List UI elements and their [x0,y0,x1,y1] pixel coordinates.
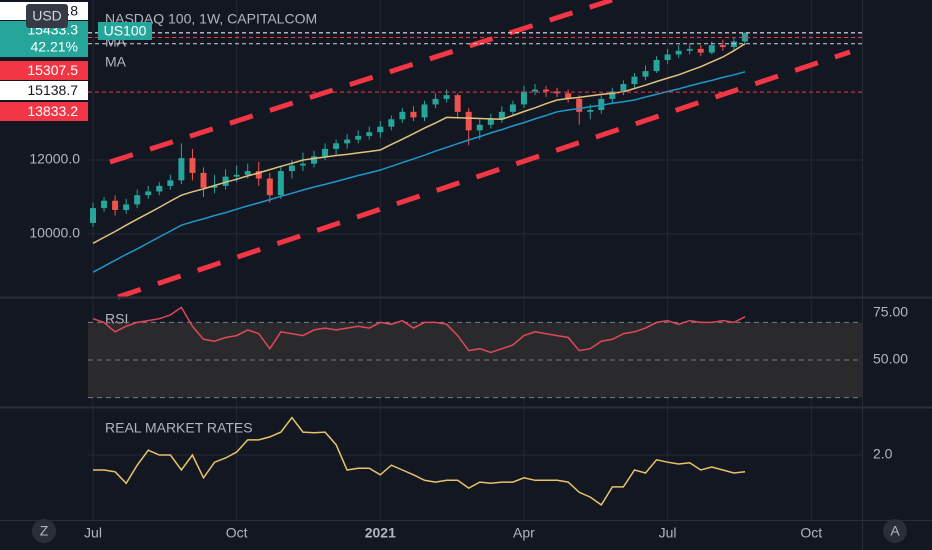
symbol-badge-box [98,22,152,40]
hline-price-tag-box [0,61,88,80]
currency-label: USD [32,8,62,24]
x-tick-label: Jul [84,525,102,541]
zoom-button-label[interactable]: Z [40,523,49,539]
ma-price-tag-box [0,81,88,100]
x-tick-label: Jul [659,525,677,541]
moving-average [92,43,746,244]
candle-body [741,32,748,42]
pane-title: REAL MARKET RATES [105,420,253,436]
ma-price-tag: 15138.7 [27,82,78,98]
chart-title: NASDAQ 100, 1W, CAPITALCOM [105,11,317,27]
candle-body [344,139,351,144]
indicator-line [92,306,746,354]
candle-body [388,119,395,127]
candle-body [498,111,505,120]
zoom-button[interactable] [32,519,56,543]
channel-line [117,49,851,300]
candle-body [532,89,538,92]
candle-body [476,124,483,131]
candle-body [178,158,185,181]
candle-body [465,111,472,131]
candle-body [211,185,218,188]
candle-body [509,104,516,112]
candle-body [565,93,572,99]
channel-line [109,0,613,165]
candle-body [719,45,726,48]
candle-body [233,174,240,177]
candle-body [311,156,317,164]
candle-body [277,171,284,196]
x-tick-label: Oct [800,525,822,541]
candle-body [156,185,163,192]
candle-body [708,45,715,53]
auto-button[interactable] [883,519,907,543]
candle-body [443,95,450,99]
candle-body [487,119,494,125]
legend-label: MA [105,54,127,70]
candle-body [454,95,461,112]
candle-body [134,195,141,205]
y-tick-label: 12000.0 [29,151,80,167]
candle-body [288,165,295,172]
candle-body [255,171,262,179]
candle-body [421,104,428,118]
y-tick-label: 2.0 [873,446,893,462]
candle-body [609,91,616,99]
x-tick-label: Oct [226,525,248,541]
hline-price-tag: 13833.2 [27,103,78,119]
candle-body [653,59,660,72]
candle-body [410,111,417,118]
candle-body [377,126,384,133]
auto-button-label[interactable]: A [890,523,900,539]
candle-body [686,48,693,51]
change-tag: 42.21% [31,39,78,55]
x-tick-label: Apr [513,525,535,541]
candle-body [189,158,196,173]
y-tick-label: 10000.0 [29,225,80,241]
currency-box [26,4,68,28]
candle-body [90,208,96,223]
candle-body [520,91,527,105]
candle-body [366,132,373,136]
candle-body [543,89,550,92]
x-tick-label: 2021 [365,525,396,541]
candle-body [333,143,340,149]
candle-body [576,98,583,112]
candle-body [730,41,737,48]
candle-body [697,48,704,53]
candle-body [266,178,273,196]
y-tick-label: 75.00 [873,304,908,320]
candle-body [200,172,207,188]
candle-body [112,200,119,210]
candle-body [631,76,638,85]
candle-body [299,163,306,166]
candle-body [244,171,251,175]
candle-body [587,109,594,112]
candle-body [620,84,627,92]
hline-price-tag-box [0,102,88,121]
candle-body [598,98,605,110]
candle-body [664,54,671,60]
hline-price-tag: 15307.5 [27,62,78,78]
symbol-badge: US100 [104,23,147,39]
candle-body [145,191,152,196]
candle-body [675,50,682,55]
candle-body [642,71,649,77]
candle-body [101,200,108,209]
moving-average [92,71,746,273]
candle-body [399,111,406,120]
indicator-line [93,416,746,506]
candle-body [222,176,229,186]
pane-title: RSI [105,311,128,327]
candle-body [123,204,130,210]
candle-body [322,148,329,157]
candle-body [167,180,174,186]
candle-body [432,98,439,105]
candle-body [355,135,362,140]
y-tick-label: 50.00 [873,351,908,367]
